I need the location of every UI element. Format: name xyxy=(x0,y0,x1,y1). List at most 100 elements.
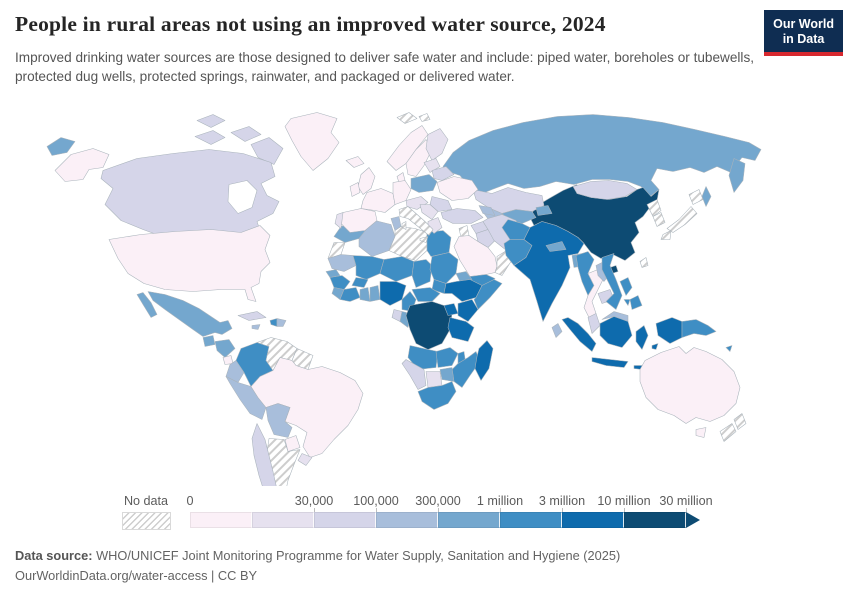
country-ghana[interactable] xyxy=(359,287,371,302)
country-north-korea[interactable] xyxy=(646,199,662,217)
country-sumatra[interactable] xyxy=(561,317,597,352)
country-haiti[interactable] xyxy=(269,318,278,327)
country-new-guinea-west[interactable] xyxy=(655,317,683,344)
country-iceland[interactable] xyxy=(345,156,365,168)
country-new-zealand-north[interactable] xyxy=(733,413,747,430)
country-dr-congo[interactable] xyxy=(405,301,453,350)
legend-bin[interactable] xyxy=(252,512,314,528)
country-solomon-islands[interactable] xyxy=(725,345,733,352)
country-chad[interactable] xyxy=(411,259,433,288)
country-greenland[interactable] xyxy=(284,112,340,171)
country-dominican-republic[interactable] xyxy=(276,318,287,327)
country-namibia[interactable] xyxy=(401,359,427,390)
country-south-korea[interactable] xyxy=(652,212,666,227)
country-burkina-faso[interactable] xyxy=(351,277,369,288)
country-papua-new-guinea[interactable] xyxy=(681,319,717,338)
country-belarus[interactable] xyxy=(431,166,455,181)
owid-logo[interactable]: Our World in Data xyxy=(764,10,843,56)
country-ivory-coast[interactable] xyxy=(339,287,361,302)
country-sweden[interactable] xyxy=(405,139,433,177)
country-senegal[interactable] xyxy=(325,269,341,278)
footer-link[interactable]: OurWorldinData.org/water-access | CC BY xyxy=(15,568,258,584)
country-zimbabwe[interactable] xyxy=(439,367,455,382)
country-ukraine[interactable] xyxy=(436,176,479,201)
country-cuba[interactable] xyxy=(237,311,267,321)
country-eritrea[interactable] xyxy=(455,271,473,282)
country-mauritania[interactable] xyxy=(327,254,357,272)
country-angola[interactable] xyxy=(407,345,439,370)
legend-bin[interactable] xyxy=(562,512,624,528)
country-chile[interactable] xyxy=(251,423,281,487)
country-philippines-luzon[interactable] xyxy=(619,277,633,296)
legend-bin[interactable] xyxy=(314,512,376,528)
country-united-kingdom[interactable] xyxy=(357,167,376,195)
footer-link-line[interactable]: OurWorldinData.org/water-access | CC BY xyxy=(15,566,835,586)
country-nepal[interactable] xyxy=(545,241,567,252)
legend-bin[interactable] xyxy=(438,512,500,528)
country-sudan[interactable] xyxy=(429,252,459,284)
country-jamaica[interactable] xyxy=(251,324,261,330)
country-honduras-nicaragua[interactable] xyxy=(214,339,236,358)
country-kenya[interactable] xyxy=(457,299,479,322)
country-alaska[interactable] xyxy=(54,148,110,182)
country-kyrgyzstan-tajikistan[interactable] xyxy=(535,205,553,216)
country-mexico[interactable] xyxy=(136,291,233,337)
country-italy[interactable] xyxy=(398,206,434,236)
country-india[interactable] xyxy=(513,221,585,322)
country-sakhalin[interactable] xyxy=(701,186,712,207)
country-south-africa[interactable] xyxy=(417,381,457,410)
country-sri-lanka[interactable] xyxy=(551,323,563,338)
country-japan-hokkaido[interactable] xyxy=(688,189,704,205)
country-botswana[interactable] xyxy=(425,371,443,388)
country-turkey[interactable] xyxy=(440,208,484,224)
country-kamchatka[interactable] xyxy=(728,158,746,193)
country-baltics[interactable] xyxy=(423,158,441,173)
country-australia[interactable] xyxy=(639,346,741,424)
country-malaysia-peninsula[interactable] xyxy=(587,313,601,334)
country-tasmania[interactable] xyxy=(695,427,707,438)
country-java[interactable] xyxy=(591,357,629,368)
country-sicily[interactable] xyxy=(419,236,429,243)
country-finland[interactable] xyxy=(425,128,449,161)
country-usa[interactable] xyxy=(108,225,271,302)
country-maluku[interactable] xyxy=(651,343,659,350)
country-libya[interactable] xyxy=(388,226,428,261)
country-poland[interactable] xyxy=(410,174,438,193)
country-balkans[interactable] xyxy=(419,204,439,220)
country-svalbard[interactable] xyxy=(396,112,431,124)
no-data-swatch[interactable] xyxy=(122,512,171,530)
country-taiwan[interactable] xyxy=(639,257,649,268)
country-vietnam[interactable] xyxy=(601,253,623,310)
country-ethiopia[interactable] xyxy=(443,279,483,302)
country-mongolia[interactable] xyxy=(572,180,638,200)
country-niger[interactable] xyxy=(379,256,415,282)
country-japan-honshu[interactable] xyxy=(666,206,698,233)
country-canada-arctic-3[interactable] xyxy=(196,114,226,128)
country-bolivia[interactable] xyxy=(265,403,293,438)
country-central-african-republic[interactable] xyxy=(411,287,441,302)
country-russia[interactable] xyxy=(442,114,762,197)
country-oman[interactable] xyxy=(494,251,512,276)
country-tanzania[interactable] xyxy=(447,317,475,342)
legend-bin[interactable] xyxy=(624,512,686,528)
legend-bin[interactable] xyxy=(500,512,562,528)
country-zambia[interactable] xyxy=(435,347,459,368)
country-somalia[interactable] xyxy=(473,279,503,310)
country-sardinia[interactable] xyxy=(401,221,407,230)
country-guinea[interactable] xyxy=(329,275,351,290)
country-canada[interactable] xyxy=(100,149,280,242)
legend-bin[interactable] xyxy=(190,512,252,528)
country-uruguay[interactable] xyxy=(297,453,313,466)
country-sulawesi[interactable] xyxy=(635,325,649,350)
country-borneo-indonesia[interactable] xyxy=(599,316,633,348)
country-guatemala[interactable] xyxy=(202,335,216,347)
country-romania[interactable] xyxy=(429,196,453,212)
country-canada-baffin[interactable] xyxy=(250,137,284,165)
country-canada-arctic-2[interactable] xyxy=(230,126,262,142)
country-mali[interactable] xyxy=(352,255,385,280)
country-madagascar[interactable] xyxy=(474,340,494,381)
country-caucasus[interactable] xyxy=(478,205,496,216)
country-new-zealand-south[interactable] xyxy=(719,423,737,442)
country-philippines-mindanao[interactable] xyxy=(623,295,643,310)
country-benin-togo[interactable] xyxy=(369,285,381,302)
